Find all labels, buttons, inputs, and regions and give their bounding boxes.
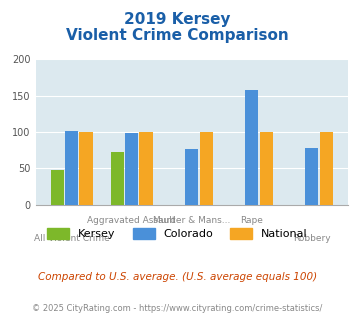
- Text: Violent Crime Comparison: Violent Crime Comparison: [66, 28, 289, 43]
- Text: 2019 Kersey: 2019 Kersey: [124, 12, 231, 26]
- Bar: [65, 131, 78, 205]
- Legend: Kersey, Colorado, National: Kersey, Colorado, National: [43, 223, 312, 244]
- Bar: [80, 132, 93, 205]
- Bar: [245, 90, 258, 205]
- Bar: [50, 170, 64, 205]
- Text: © 2025 CityRating.com - https://www.cityrating.com/crime-statistics/: © 2025 CityRating.com - https://www.city…: [32, 304, 323, 313]
- Text: Aggravated Assault: Aggravated Assault: [87, 216, 176, 225]
- Bar: [320, 132, 333, 205]
- Bar: [125, 133, 138, 205]
- Bar: [140, 132, 153, 205]
- Bar: [260, 132, 273, 205]
- Text: Murder & Mans...: Murder & Mans...: [153, 216, 230, 225]
- Text: Robbery: Robbery: [293, 234, 331, 243]
- Bar: [185, 149, 198, 205]
- Text: Rape: Rape: [240, 216, 263, 225]
- Bar: [111, 152, 124, 205]
- Bar: [200, 132, 213, 205]
- Bar: [305, 148, 318, 205]
- Text: Compared to U.S. average. (U.S. average equals 100): Compared to U.S. average. (U.S. average …: [38, 272, 317, 282]
- Text: All Violent Crime: All Violent Crime: [34, 234, 109, 243]
